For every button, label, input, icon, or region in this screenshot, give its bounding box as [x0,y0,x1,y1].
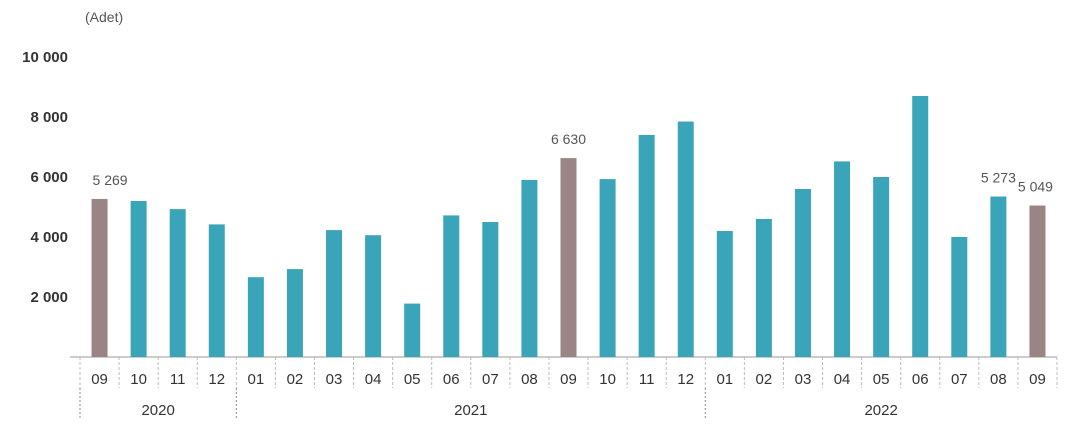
data-label-24: 5 049 [1018,179,1053,195]
data-label-12: 6 630 [551,131,586,147]
bar-10 [482,222,499,357]
bar-6 [326,230,343,357]
bar-19 [834,161,851,357]
x-tick-label-6: 03 [326,371,343,388]
x-tick-label-18: 03 [795,371,812,388]
x-tick-label-15: 12 [677,371,694,388]
bar-15 [677,121,694,357]
bar-3 [208,224,225,357]
x-tick-label-17: 02 [756,371,773,388]
y-tick-label-2: 6 000 [30,169,68,186]
y-tick-label-1: 4 000 [30,229,68,246]
x-tick-label-4: 01 [248,371,265,388]
x-tick-label-14: 11 [639,371,655,388]
bar-12 [560,158,577,357]
x-tick-label-13: 10 [599,371,616,388]
bar-11 [521,180,538,357]
x-tick-label-21: 06 [912,371,929,388]
y-tick-label-3: 8 000 [30,109,68,126]
year-label-2022: 2022 [864,402,897,419]
bar-24 [1029,205,1046,357]
x-tick-label-22: 07 [951,371,968,388]
year-label-2020: 2020 [141,402,174,419]
bar-4 [247,277,264,357]
bar-21 [912,96,929,357]
year-label-2021: 2021 [454,402,487,419]
bar-17 [755,219,772,357]
x-tick-label-1: 10 [130,371,147,388]
x-tick-label-10: 07 [482,371,499,388]
y-tick-label-0: 2 000 [30,289,68,306]
bar-22 [951,237,968,357]
x-tick-label-11: 08 [521,371,538,388]
bar-16 [716,231,733,357]
bar-23 [990,196,1007,357]
bar-14 [638,135,655,357]
x-tick-label-24: 09 [1029,371,1046,388]
y-tick-label-4: 10 000 [22,49,68,66]
x-tick-label-19: 04 [834,371,851,388]
x-tick-label-3: 12 [208,371,225,388]
x-tick-label-9: 06 [443,371,460,388]
x-tick-label-12: 09 [560,371,577,388]
data-label-23: 5 273 [981,170,1016,186]
x-tick-label-0: 09 [91,371,108,388]
x-tick-label-16: 01 [716,371,733,388]
x-tick-label-7: 04 [365,371,382,388]
bar-5 [286,269,303,357]
x-tick-label-2: 11 [170,371,186,388]
x-tick-label-20: 05 [873,371,890,388]
x-tick-label-5: 02 [287,371,304,388]
x-tick-label-8: 05 [404,371,421,388]
bar-7 [365,235,382,357]
bar-2 [169,209,186,357]
bar-9 [443,215,460,357]
bar-20 [873,177,890,357]
bar-13 [599,179,616,357]
unit-label: (Adet) [85,9,123,25]
bar-0 [91,198,108,357]
bar-8 [404,303,421,357]
bar-18 [794,189,811,357]
bar-1 [130,201,147,357]
x-tick-label-23: 08 [990,371,1007,388]
data-label-0: 5 269 [93,172,128,188]
